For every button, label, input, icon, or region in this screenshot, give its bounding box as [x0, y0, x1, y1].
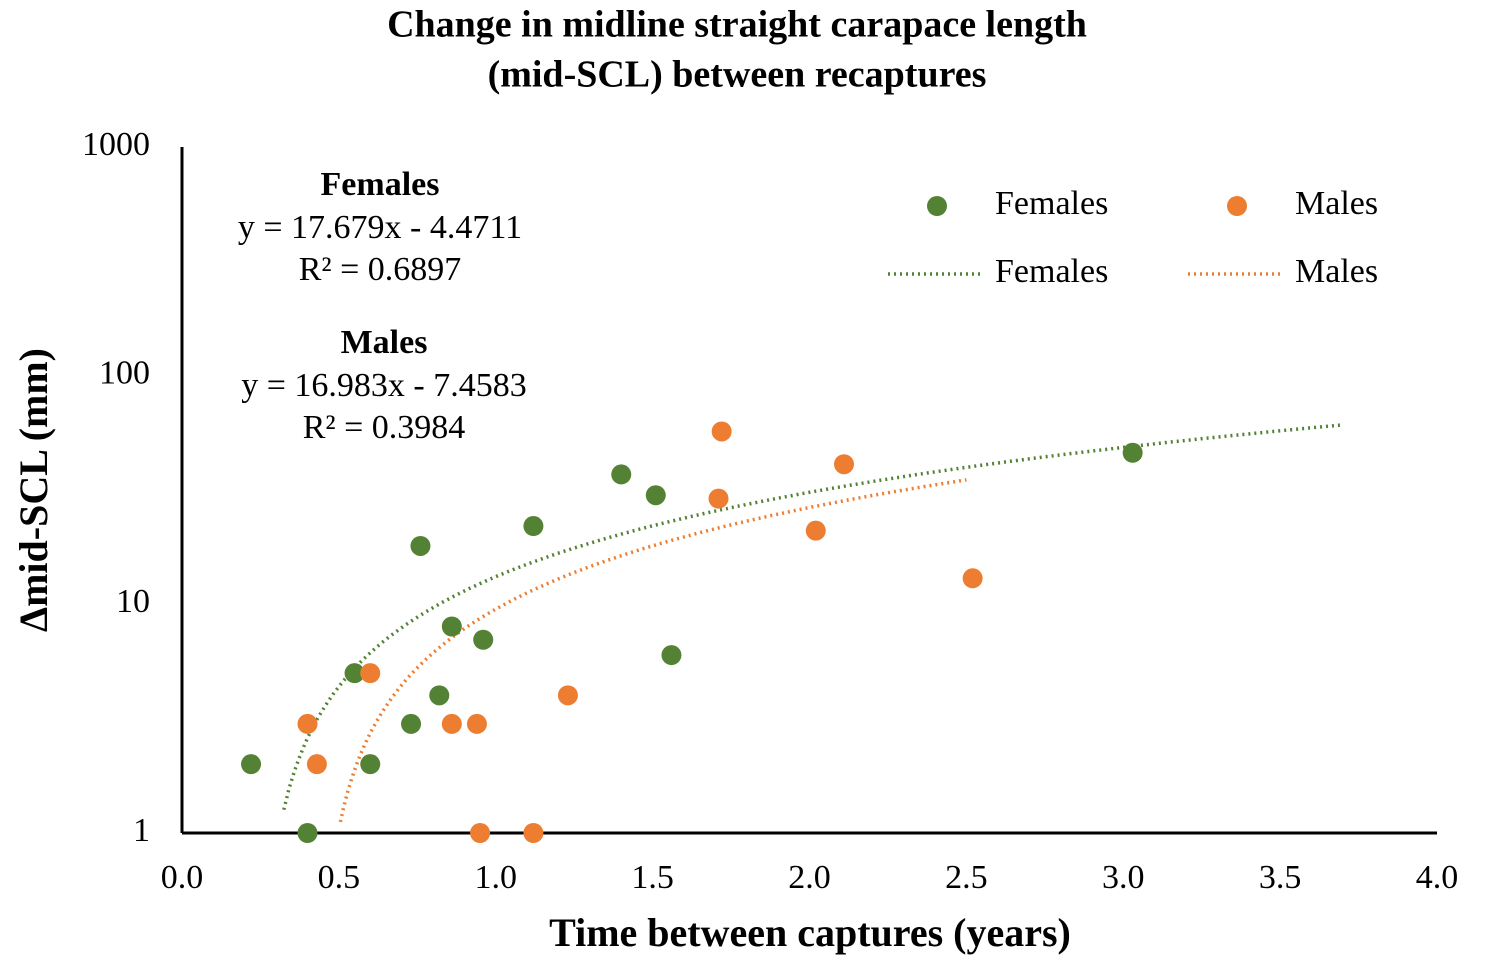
point	[834, 454, 855, 475]
point	[523, 823, 544, 843]
point	[470, 823, 491, 843]
point	[645, 485, 666, 506]
point	[297, 713, 318, 734]
x-tick-label: 3.5	[1259, 859, 1302, 896]
point	[241, 754, 262, 775]
point	[429, 685, 450, 706]
x-tick-label: 1.5	[631, 859, 674, 896]
x-tick-label: 2.0	[788, 859, 831, 896]
point	[523, 516, 544, 537]
point	[661, 645, 682, 666]
x-axis-title: Time between captures (years)	[549, 910, 1071, 955]
annotation-r2: R² = 0.6897	[299, 251, 462, 288]
chart-title: (mid-SCL) between recaptures	[488, 54, 987, 96]
point	[805, 520, 826, 541]
y-tick-label: 1000	[82, 126, 150, 163]
x-tick-label: 0.0	[161, 859, 204, 896]
y-tick-label: 100	[99, 354, 150, 391]
point	[466, 713, 487, 734]
x-tick-label: 1.0	[475, 859, 518, 896]
point	[557, 685, 578, 706]
point	[711, 421, 732, 442]
annotation-title: Males	[341, 324, 428, 361]
y-tick-label: 10	[116, 583, 150, 620]
legend-label: Females	[995, 253, 1108, 290]
annotation-title: Females	[321, 166, 440, 203]
point	[441, 713, 462, 734]
trendline	[282, 423, 1344, 811]
x-tick-label: 2.5	[945, 859, 988, 896]
legend-marker	[1227, 196, 1247, 216]
point	[1122, 442, 1143, 463]
point	[962, 568, 983, 589]
point	[473, 629, 494, 650]
legend-label: Males	[1295, 185, 1378, 222]
point	[441, 616, 462, 637]
point	[297, 823, 318, 843]
annotation-equation: y = 16.983x - 7.4583	[241, 367, 527, 404]
point	[410, 535, 431, 556]
point	[708, 488, 729, 509]
annotation-r2: R² = 0.3984	[303, 409, 466, 446]
point	[611, 464, 632, 485]
trendline	[338, 478, 967, 823]
legend-label: Females	[995, 185, 1108, 222]
y-axis-title: Δmid-SCL (mm)	[11, 348, 56, 632]
point	[344, 663, 365, 684]
annotation-equation: y = 17.679x - 4.4711	[238, 209, 522, 246]
legend-label: Males	[1295, 253, 1378, 290]
y-tick-label: 1	[133, 812, 150, 849]
x-tick-label: 3.0	[1102, 859, 1145, 896]
x-tick-label: 0.5	[318, 859, 361, 896]
point	[360, 754, 381, 775]
legend-marker	[927, 196, 947, 216]
point	[401, 713, 422, 734]
point	[360, 663, 381, 684]
chart-title: Change in midline straight carapace leng…	[387, 4, 1087, 46]
point	[306, 754, 327, 775]
x-tick-label: 4.0	[1416, 859, 1459, 896]
